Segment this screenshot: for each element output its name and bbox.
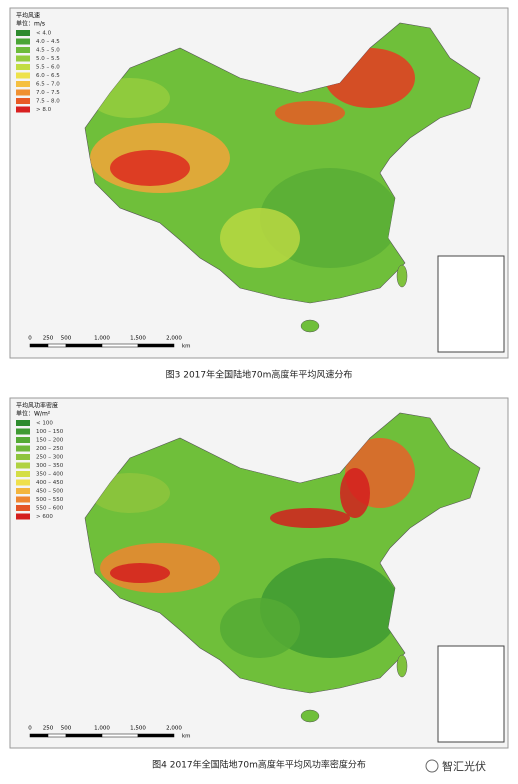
scale-segment (47, 733, 67, 738)
scale-segment (29, 733, 49, 738)
legend-label: < 4.0 (36, 31, 52, 37)
map-pattern (90, 48, 415, 268)
hainan (300, 319, 320, 333)
scale-label: 2,000 (166, 336, 182, 342)
map-pattern (90, 438, 415, 658)
legend-label: < 100 (36, 421, 53, 427)
inset-map (437, 645, 505, 743)
legend-label: 200 – 250 (36, 446, 64, 452)
legend-swatch (16, 437, 30, 443)
watermark-text: 智汇光伏 (442, 759, 486, 773)
legend-label: 400 – 450 (36, 480, 64, 486)
watermark-icon (425, 759, 439, 773)
legend-swatch (16, 513, 30, 520)
legend-label: 5.0 – 5.5 (36, 56, 60, 62)
legend-label: 4.0 – 4.5 (36, 39, 60, 45)
legend-label: > 600 (36, 514, 53, 520)
scale-label: 1,000 (94, 726, 110, 732)
legend-swatch (16, 471, 30, 477)
legend-swatch (16, 38, 30, 45)
legend-swatch (16, 81, 30, 87)
legend-title: 平均风功率密度 (16, 402, 58, 410)
legend-swatch (16, 445, 30, 452)
legend-swatch (16, 496, 30, 503)
scale-segment (47, 343, 67, 348)
legend-title: 平均风速 (16, 12, 40, 20)
legend-label: 500 – 550 (36, 497, 64, 503)
legend-label: > 8.0 (36, 107, 52, 113)
legend-swatch (16, 462, 30, 469)
map (84, 412, 481, 723)
legend-label: 350 – 400 (36, 472, 64, 478)
scale-label: 500 (61, 726, 72, 732)
legend-label: 7.5 – 8.0 (36, 99, 60, 105)
legend-swatch (16, 454, 30, 460)
legend-swatch (16, 488, 30, 494)
map-region (275, 101, 345, 125)
map-region (270, 508, 350, 528)
scale-segment (101, 733, 139, 738)
legend-swatch (16, 106, 30, 113)
legend-swatch (16, 30, 30, 36)
scale-unit: km (182, 344, 191, 350)
hainan (300, 709, 320, 723)
legend-label: 5.5 – 6.0 (36, 65, 60, 71)
taiwan (396, 654, 408, 678)
scale-label: 1,500 (130, 336, 146, 342)
scale-segment (29, 343, 49, 348)
map (84, 22, 481, 333)
caption: 图3 2017年全国陆地70m高度年平均风速分布 (166, 369, 353, 381)
legend-swatch (16, 420, 30, 426)
taiwan (396, 264, 408, 288)
inset-map (437, 255, 505, 353)
scale-segment (137, 733, 175, 738)
map-region (110, 150, 190, 186)
scale-label: 250 (43, 726, 54, 732)
map-region (340, 468, 370, 518)
legend-label: 7.0 – 7.5 (36, 90, 60, 96)
legend-swatch (16, 428, 30, 435)
legend-label: 4.5 – 5.0 (36, 48, 60, 54)
scale-label: 0 (28, 726, 32, 732)
map-region (220, 208, 300, 268)
watermark: 智汇光伏 (425, 759, 486, 773)
scale-segment (65, 733, 103, 738)
scale-unit: km (182, 734, 191, 740)
legend-swatch (16, 98, 30, 104)
legend-swatch (16, 47, 30, 53)
scale-segment (137, 343, 175, 348)
legend-label: 6.5 – 7.0 (36, 82, 60, 88)
legend-swatch (16, 72, 30, 79)
caption: 图4 2017年全国陆地70m高度年平均风功率密度分布 (152, 759, 366, 771)
legend-label: 450 – 500 (36, 489, 64, 495)
scale-label: 1,500 (130, 726, 146, 732)
legend-swatch (16, 89, 30, 96)
map-region (220, 598, 300, 658)
scale-label: 250 (43, 336, 54, 342)
legend-label: 6.0 – 6.5 (36, 73, 60, 79)
scale-label: 2,000 (166, 726, 182, 732)
legend-swatch (16, 55, 30, 62)
legend-unit: 单位：W/m² (16, 410, 51, 418)
scale-label: 1,000 (94, 336, 110, 342)
scale-label: 500 (61, 336, 72, 342)
legend-swatch (16, 64, 30, 70)
legend-label: 150 – 200 (36, 438, 64, 444)
scale-segment (101, 343, 139, 348)
map-region (110, 563, 170, 583)
scale-segment (65, 343, 103, 348)
legend-swatch (16, 479, 30, 486)
legend-label: 550 – 600 (36, 506, 64, 512)
map-region (90, 473, 170, 513)
legend-swatch (16, 505, 30, 511)
legend-label: 100 – 150 (36, 429, 64, 435)
legend-unit: 单位：m/s (16, 20, 45, 28)
scale-label: 0 (28, 336, 32, 342)
legend-label: 300 – 350 (36, 463, 64, 469)
legend-label: 250 – 300 (36, 455, 64, 461)
